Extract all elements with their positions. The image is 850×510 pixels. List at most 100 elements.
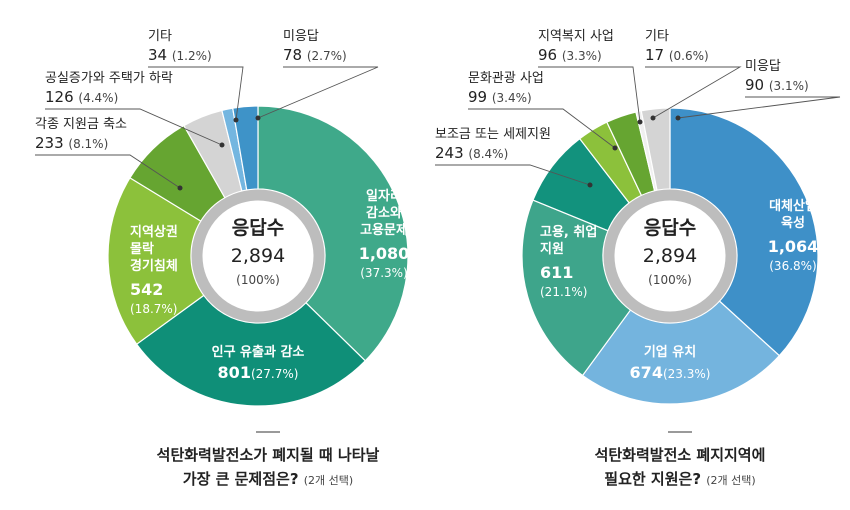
callout-label: 미응답: [745, 59, 781, 74]
slice-label: 경기침체: [130, 258, 178, 274]
callout-label: 보조금 또는 세제지원: [435, 127, 551, 142]
leader-dot: [177, 185, 183, 191]
callout-percent: (3.3%): [562, 49, 602, 63]
callout-value-line: 78 (2.7%): [283, 46, 347, 64]
slice-value: 1,080: [359, 244, 410, 263]
center-title: 응답수: [232, 217, 284, 239]
donut-hole: [603, 189, 737, 323]
chart-title-line2: 가장 큰 문제점은? (2개 선택): [183, 470, 353, 488]
callout-value: 96: [538, 46, 562, 64]
center-title: 응답수: [644, 217, 696, 239]
callout-value: 90: [745, 76, 769, 94]
leader-line: [435, 164, 591, 186]
slice-label: 일자리: [366, 188, 402, 204]
leader-dot: [612, 145, 618, 151]
slice-percent: (27.7%): [251, 367, 298, 381]
slice-percent: (21.1%): [540, 285, 587, 299]
donut-hole: [191, 189, 325, 323]
slice-percent: (37.3%): [360, 266, 407, 280]
slice-label: 감소와: [366, 205, 402, 221]
leader-line: [148, 66, 244, 121]
callout-value: 78: [283, 46, 307, 64]
chart-title-main: 가장 큰 문제점은?: [183, 470, 304, 488]
slice-percent: (36.8%): [769, 259, 816, 273]
chart-title-main: 필요한 지원은?: [604, 470, 706, 488]
leader-line: [538, 66, 641, 123]
callout-value-line: 17 (0.6%): [645, 46, 709, 64]
slice-label: 고용, 취업: [540, 224, 597, 240]
callout-value: 99: [468, 88, 492, 106]
callout-value: 233: [35, 134, 68, 152]
slice-label: 대체산업: [769, 198, 817, 214]
callout-percent: (8.4%): [468, 147, 508, 161]
slice-label: 인구 유출과 감소: [212, 344, 305, 360]
leader-dot: [255, 115, 261, 121]
slice-percent: (23.3%): [663, 367, 710, 381]
callout-percent: (4.4%): [78, 91, 118, 105]
callout-percent: (0.6%): [669, 49, 709, 63]
center-value: 2,894: [643, 245, 697, 267]
callout-value-line: 243 (8.4%): [435, 144, 508, 162]
callout-percent: (8.1%): [68, 137, 108, 151]
leader-dot: [219, 142, 225, 148]
callout-label: 공실증가와 주택가 하락: [45, 71, 173, 86]
chart-title-note: (2개 선택): [706, 474, 755, 487]
slice-value-line: 801(27.7%): [218, 363, 299, 382]
pie-slice: [107, 177, 205, 346]
center-ring: [191, 189, 325, 323]
slice-value: 674: [630, 363, 663, 382]
leader-dot: [233, 117, 239, 123]
leader-line: [677, 96, 841, 119]
callout-percent: (2.7%): [307, 49, 347, 63]
slice-value: 542: [130, 280, 163, 299]
leader-line: [35, 154, 181, 189]
leader-dot: [650, 115, 656, 121]
leader-line: [468, 108, 616, 149]
callout-label: 미응답: [283, 29, 319, 44]
callout-label: 기타: [148, 29, 172, 44]
leader-line: [257, 66, 379, 119]
slice-label: 지역상권: [130, 224, 178, 240]
callout-value-line: 99 (3.4%): [468, 88, 532, 106]
callout-label: 각종 지원금 축소: [35, 117, 127, 132]
leader-dot: [637, 119, 643, 125]
slice-value: 611: [540, 263, 573, 282]
center-value: 2,894: [231, 245, 285, 267]
slice-label: 지원: [540, 242, 564, 257]
leader-line: [645, 66, 742, 119]
callout-value-line: 90 (3.1%): [745, 76, 809, 94]
callout-label: 문화관광 사업: [468, 71, 544, 86]
slice-value: 801: [218, 363, 251, 382]
chart-title-note: (2개 선택): [304, 474, 353, 487]
callout-value: 243: [435, 144, 468, 162]
chart-title-line1: 석탄화력발전소 폐지지역에: [595, 446, 766, 464]
callout-value-line: 96 (3.3%): [538, 46, 602, 64]
leader-dot: [675, 115, 681, 121]
slice-value: 1,064: [768, 237, 819, 256]
center-ring: [603, 189, 737, 323]
callout-label: 기타: [645, 29, 669, 44]
callout-value-line: 126 (4.4%): [45, 88, 118, 106]
leader-line: [45, 108, 223, 146]
slice-label: 기업 유치: [644, 344, 696, 360]
callout-value: 34: [148, 46, 172, 64]
slice-percent: (18.7%): [130, 302, 177, 316]
callout-percent: (1.2%): [172, 49, 212, 63]
callout-value: 17: [645, 46, 669, 64]
callout-value-line: 233 (8.1%): [35, 134, 108, 152]
slice-label: 고용문제: [360, 222, 408, 238]
center-percent: (100%): [236, 273, 280, 287]
leader-dot: [587, 182, 593, 188]
callout-percent: (3.1%): [769, 79, 809, 93]
callout-value: 126: [45, 88, 78, 106]
slice-value-line: 674(23.3%): [630, 363, 711, 382]
callout-value-line: 34 (1.2%): [148, 46, 212, 64]
callout-label: 지역복지 사업: [538, 29, 614, 44]
slice-label: 몰락: [130, 242, 154, 257]
slice-label: 육성: [781, 215, 805, 231]
chart-title-line2: 필요한 지원은? (2개 선택): [604, 470, 755, 488]
callout-percent: (3.4%): [492, 91, 532, 105]
